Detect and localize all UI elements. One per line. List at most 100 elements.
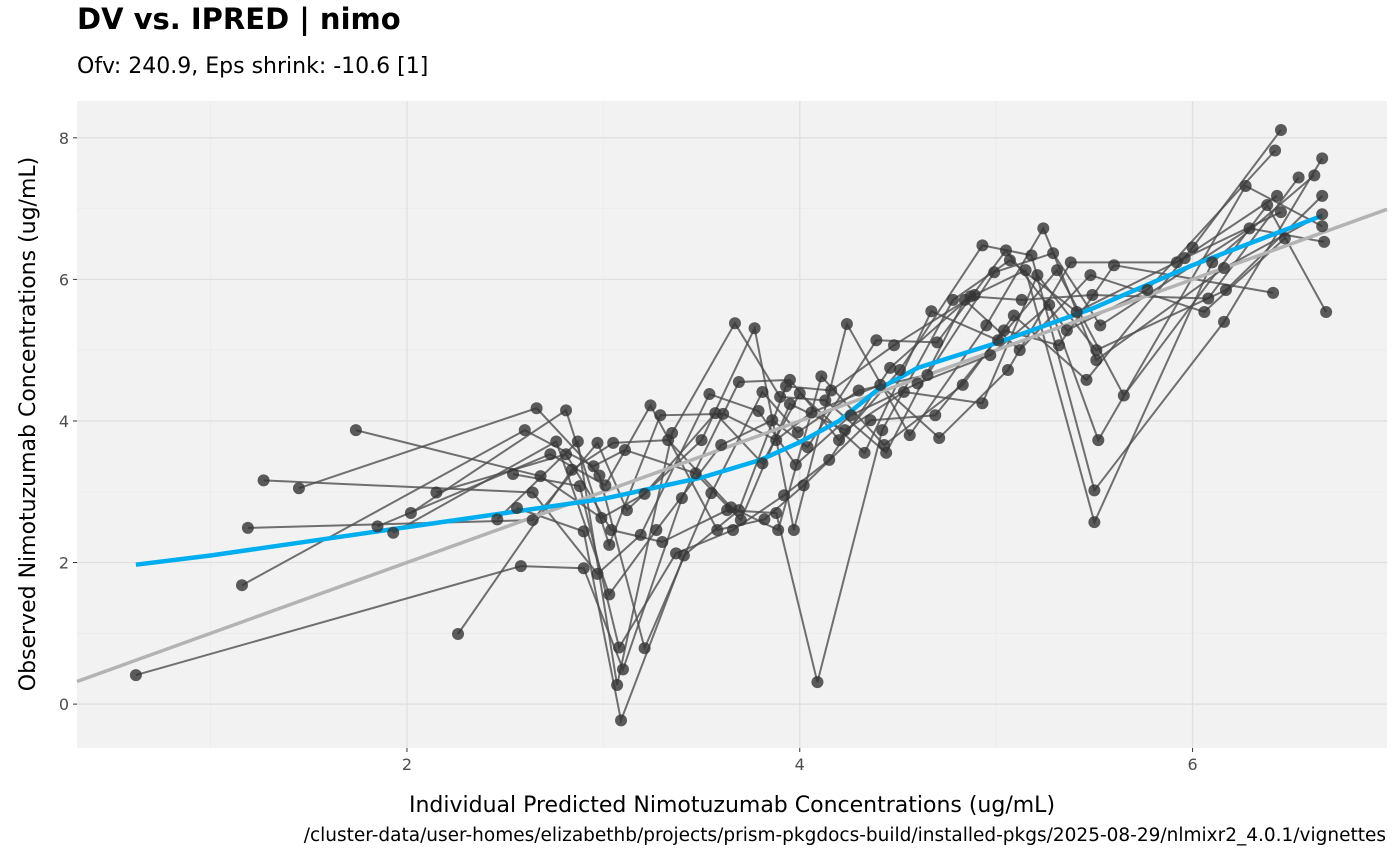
data-point: [452, 628, 465, 641]
y-tick-label: 6: [59, 270, 69, 289]
data-point: [980, 319, 993, 332]
data-point: [1088, 484, 1101, 497]
chart-subtitle: Ofv: 240.9, Eps shrink: -10.6 [1]: [77, 54, 429, 79]
data-point: [292, 482, 305, 495]
data-point: [1025, 249, 1038, 262]
data-point: [644, 399, 657, 412]
data-point: [931, 336, 944, 349]
data-point: [984, 349, 997, 362]
data-point: [371, 520, 384, 533]
data-point: [893, 363, 906, 376]
data-point: [1271, 189, 1284, 202]
data-point: [430, 486, 443, 499]
data-point: [756, 385, 769, 398]
data-point: [607, 436, 620, 449]
data-point: [534, 470, 547, 483]
data-point: [550, 435, 563, 448]
y-tick-label: 4: [59, 412, 69, 431]
data-point: [1064, 256, 1077, 269]
data-point: [573, 480, 586, 493]
data-point: [675, 492, 688, 505]
data-point: [507, 468, 520, 481]
data-point: [823, 453, 836, 466]
identity-line-group: [76, 207, 1388, 684]
identity-line: [76, 207, 1388, 684]
data-point: [815, 370, 828, 383]
data-point: [852, 384, 865, 397]
data-point: [703, 388, 716, 401]
data-point: [656, 536, 669, 549]
data-point: [689, 467, 702, 480]
data-point: [748, 322, 761, 335]
data-point: [933, 431, 946, 444]
data-point: [638, 642, 651, 655]
data-point: [766, 414, 779, 427]
data-point: [1316, 189, 1329, 202]
data-point: [711, 523, 724, 536]
data-point: [946, 293, 959, 306]
data-point: [1117, 389, 1130, 402]
y-tick-label: 0: [59, 695, 69, 714]
data-point: [695, 434, 708, 447]
data-point: [1261, 199, 1274, 212]
data-point: [1088, 516, 1101, 529]
data-point: [791, 426, 804, 439]
axis-ticks: 2 4 6 0 2 4 6 8: [59, 129, 1198, 774]
data-point: [634, 528, 647, 541]
data-point: [1239, 179, 1252, 192]
data-point: [1053, 339, 1066, 352]
data-point: [611, 678, 624, 691]
data-point: [1015, 293, 1028, 306]
data-point: [257, 474, 270, 487]
data-point: [638, 487, 651, 500]
data-point: [1274, 124, 1287, 137]
data-point: [605, 523, 618, 536]
data-point: [615, 714, 628, 727]
data-point: [387, 526, 400, 539]
data-point: [811, 676, 824, 689]
data-point: [595, 511, 608, 524]
data-point: [650, 523, 663, 536]
data-point: [772, 523, 785, 536]
data-point: [577, 562, 590, 575]
x-axis-title: Individual Predicted Nimotuzumab Concent…: [409, 793, 1055, 818]
smooth-line-group: [135, 213, 1324, 567]
data-point: [774, 390, 787, 403]
x-tick-label: 6: [1187, 755, 1197, 774]
data-point: [1274, 206, 1287, 219]
data-point: [1141, 284, 1154, 297]
data-point: [840, 317, 853, 330]
data-point: [1084, 269, 1097, 282]
data-point: [929, 409, 942, 422]
data-point: [888, 339, 901, 352]
data-point: [544, 448, 557, 461]
data-point: [235, 579, 248, 592]
data-point: [1090, 344, 1103, 357]
data-point: [1292, 171, 1305, 184]
x-tick-label: 4: [795, 755, 805, 774]
data-point: [1108, 259, 1121, 272]
data-point: [778, 489, 791, 502]
data-point: [1060, 324, 1073, 337]
data-point: [1316, 208, 1329, 221]
data-point: [1320, 305, 1333, 318]
data-point: [838, 424, 851, 437]
data-point: [1186, 241, 1199, 254]
data-point: [1267, 286, 1280, 299]
data-point: [1047, 247, 1060, 260]
data-point: [783, 397, 796, 410]
data-point: [1178, 252, 1191, 265]
data-point: [787, 523, 800, 536]
data-point: [734, 514, 747, 527]
data-point: [1206, 256, 1219, 269]
data-point: [844, 409, 857, 422]
data-point: [903, 429, 916, 442]
data-point: [992, 334, 1005, 347]
data-point: [801, 441, 814, 454]
data-point: [565, 463, 578, 476]
data-point: [876, 424, 889, 437]
data-point: [666, 426, 679, 439]
data-point: [587, 460, 600, 473]
data-point: [510, 502, 523, 515]
